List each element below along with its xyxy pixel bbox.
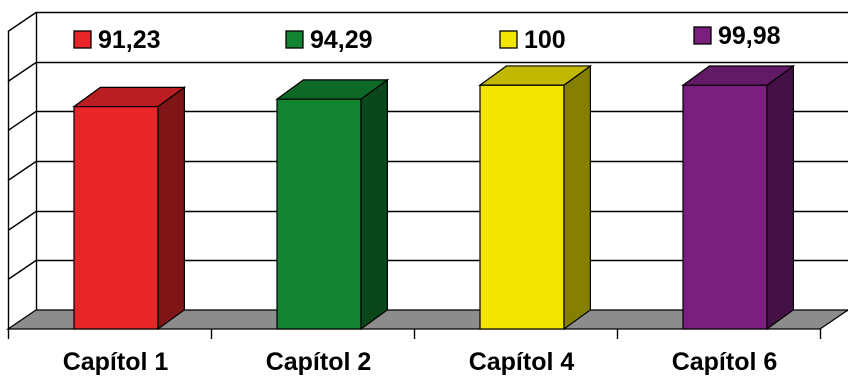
bar-front (479, 84, 565, 330)
category-label: Capítol 4 (469, 348, 575, 376)
bar (275, 78, 390, 331)
bar-side (360, 78, 388, 331)
legend-label: 91,23 (98, 26, 161, 54)
bar (72, 86, 187, 331)
legend-swatch (499, 30, 518, 49)
category-label: Capítol 1 (63, 348, 169, 376)
category-labels: Capítol 1 Capítol 2 Capítol 4 Capítol 6 (63, 348, 778, 376)
legend: 91,23 94,29 100 99,98 (73, 22, 781, 54)
bar (681, 64, 796, 331)
bar-front (276, 98, 362, 330)
legend-label: 99,98 (718, 22, 781, 50)
bar-top (275, 79, 390, 100)
gridline-side (7, 110, 37, 132)
legend-label: 100 (524, 26, 566, 54)
gridline-side (7, 11, 37, 33)
legend-label: 94,29 (310, 26, 373, 54)
bar-top (478, 65, 593, 86)
legend-entry: 91,23 (73, 26, 161, 54)
gridline-side (7, 210, 37, 232)
bar-top (681, 65, 796, 86)
bars (72, 64, 796, 331)
legend-entry: 99,98 (693, 22, 781, 50)
category-label: Capítol 6 (672, 348, 778, 376)
bar-side (563, 64, 592, 331)
gridline-side (7, 61, 37, 83)
gridline-side (7, 259, 37, 281)
legend-swatch (693, 26, 712, 45)
gridline-side (7, 160, 37, 182)
legend-entry: 100 (499, 26, 566, 54)
bar-front (73, 105, 159, 330)
bar-top (72, 86, 187, 108)
bar-side (157, 86, 185, 331)
category-ticks (7, 329, 822, 339)
bar-side (766, 64, 795, 331)
legend-swatch (73, 30, 92, 49)
legend-swatch (285, 30, 304, 49)
bar-front (682, 84, 768, 330)
legend-entry: 94,29 (285, 26, 373, 54)
bar (478, 64, 593, 331)
category-label: Capítol 2 (266, 348, 372, 376)
